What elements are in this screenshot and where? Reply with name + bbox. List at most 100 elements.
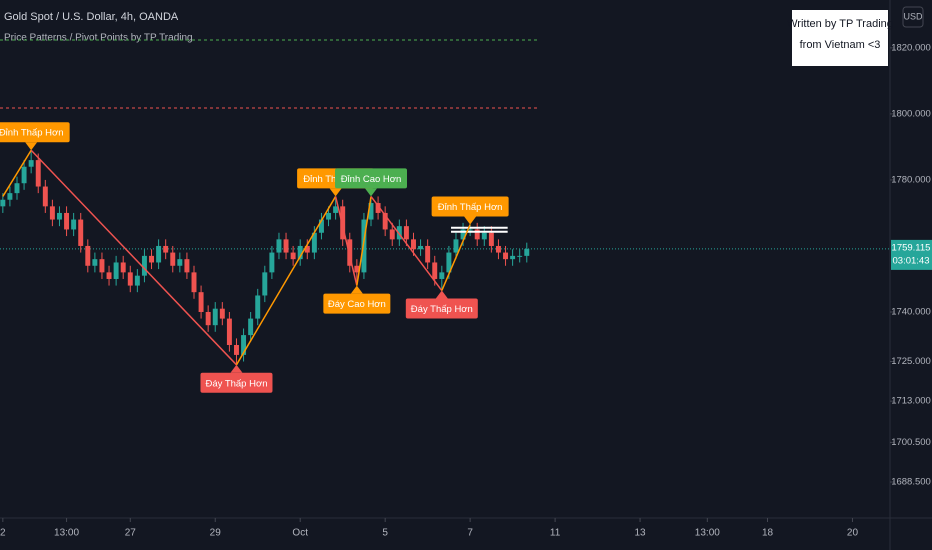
pattern-label: Đỉnh Thấp Hơn — [438, 202, 503, 213]
zigzag-segment — [30, 149, 238, 366]
note-line: Written by TP Trading — [787, 18, 893, 30]
candle-body — [326, 212, 332, 220]
label-pointer — [365, 188, 378, 197]
label-pointer — [350, 285, 363, 294]
candle-body — [318, 219, 324, 233]
candle-body — [495, 245, 501, 253]
candle-body — [439, 272, 445, 279]
y-tick-label: 1740.000 — [891, 307, 931, 318]
candle-body — [354, 265, 360, 273]
x-tick-label: 7 — [467, 528, 473, 539]
candle-body — [92, 259, 98, 266]
x-tick-label: 29 — [210, 528, 222, 539]
candle-body — [205, 311, 211, 326]
candle-body — [446, 252, 452, 273]
candle-body — [141, 255, 147, 276]
candle-body — [467, 229, 473, 231]
candle-body — [503, 252, 509, 260]
candle-body — [276, 239, 282, 253]
candle-body — [304, 245, 310, 253]
label-box — [0, 122, 70, 143]
pattern-label: Đáy Thấp Hơn — [411, 304, 473, 315]
candle-body — [361, 219, 367, 273]
note-box — [792, 10, 888, 66]
candle-body — [234, 345, 239, 355]
label-pointer — [464, 216, 477, 225]
candle-body — [85, 245, 91, 266]
y-tick-label: 1780.000 — [891, 174, 931, 185]
x-tick-label: 13:00 — [695, 528, 720, 539]
candle-body — [255, 295, 261, 319]
label-box — [323, 293, 391, 314]
pattern-label: Đỉnh Cao Hơn — [341, 174, 402, 185]
candle-body — [425, 245, 431, 263]
x-tick-label: 18 — [762, 528, 774, 539]
label-box — [200, 372, 273, 393]
candle-body — [49, 206, 55, 220]
candle-body — [474, 229, 480, 240]
candle-body — [7, 193, 13, 200]
candle-body — [156, 245, 162, 263]
zigzag-segment — [2, 149, 32, 197]
candle-body — [269, 252, 275, 273]
candle-body — [368, 203, 374, 220]
zigzag-segment — [334, 196, 358, 286]
zigzag-segment — [370, 195, 443, 291]
zigzag-segment — [441, 224, 471, 291]
candle-body — [297, 245, 303, 260]
candle-body — [460, 229, 466, 240]
candle-body — [375, 203, 381, 213]
candle-body — [120, 262, 126, 273]
x-tick-label: 27 — [125, 528, 137, 539]
candle-body — [163, 245, 169, 253]
candle-body — [149, 255, 154, 263]
candle-body — [389, 229, 395, 240]
label-pointer — [435, 290, 448, 299]
candle-body — [191, 272, 197, 293]
note-line: from Vietnam <3 — [800, 39, 881, 51]
candle-body — [418, 245, 424, 250]
y-tick-label: 1688.500 — [891, 477, 931, 488]
candle-body — [21, 166, 27, 184]
currency-label[interactable]: USD — [903, 11, 923, 21]
candle-body — [517, 255, 523, 257]
candle-body — [488, 232, 494, 246]
indicator-name: Price Patterns / Pivot Points by TP Trad… — [4, 33, 193, 44]
candle-body — [241, 335, 247, 355]
candle-body — [42, 186, 48, 207]
x-tick-label: 13 — [635, 528, 647, 539]
chart-title: Gold Spot / U.S. Dollar, 4h, OANDA — [4, 11, 179, 23]
label-box — [335, 168, 408, 189]
y-tick-label: 1820.000 — [891, 42, 931, 53]
candle-body — [347, 239, 353, 266]
candle-body — [411, 239, 416, 250]
x-tick-label: 13:00 — [54, 528, 79, 539]
candle-body — [127, 272, 133, 286]
candle-body — [35, 160, 41, 187]
candle-body — [453, 239, 459, 253]
candle-body — [219, 308, 225, 319]
candle-body — [481, 232, 487, 240]
candle-body — [403, 226, 409, 240]
candle-body — [198, 292, 204, 312]
candle-body — [71, 219, 77, 230]
price-badge — [891, 239, 932, 270]
candle-body — [283, 239, 289, 253]
candle-body — [432, 262, 438, 279]
x-tick-label: 20 — [847, 528, 859, 539]
currency-button[interactable] — [902, 6, 924, 28]
candle-body — [226, 318, 232, 346]
pattern-label: Đỉnh Thấp Hơn — [0, 128, 63, 139]
candle-body — [212, 308, 218, 326]
candle-body — [113, 262, 119, 279]
candle-body — [248, 318, 254, 336]
x-tick-label: 11 — [550, 528, 561, 539]
candle-body — [99, 259, 105, 273]
candle-body — [290, 252, 296, 260]
pattern-label: Đáy Cao Hơn — [328, 299, 386, 310]
candle-body — [311, 232, 317, 253]
label-pointer — [329, 188, 342, 197]
candle-body — [78, 219, 84, 246]
label-box — [431, 196, 509, 217]
